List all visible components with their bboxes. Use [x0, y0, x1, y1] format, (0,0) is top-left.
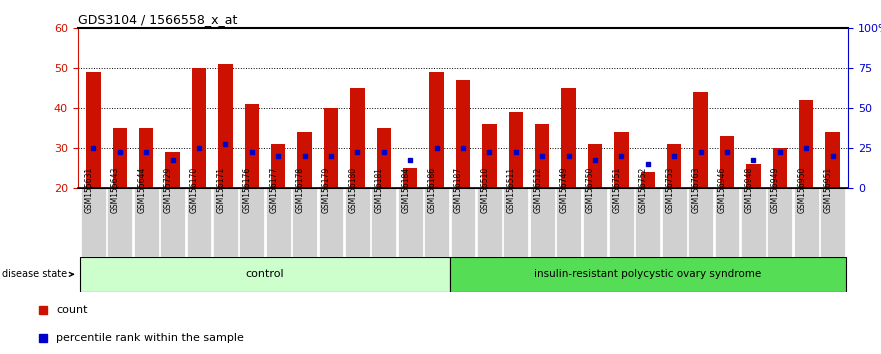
Bar	[139, 128, 153, 188]
Bar	[477, 188, 502, 257]
Bar	[825, 132, 840, 188]
Bar	[134, 188, 159, 257]
Bar	[319, 188, 344, 257]
Bar	[820, 188, 845, 257]
Text: GSM156177: GSM156177	[270, 167, 278, 213]
Bar	[746, 164, 760, 188]
Text: GSM156750: GSM156750	[586, 166, 595, 213]
Bar	[482, 124, 497, 188]
Bar	[794, 188, 818, 257]
Text: GSM155631: GSM155631	[85, 167, 93, 213]
Bar	[741, 188, 766, 257]
Bar	[376, 128, 391, 188]
Bar	[372, 188, 396, 257]
Text: GDS3104 / 1566558_x_at: GDS3104 / 1566558_x_at	[78, 13, 237, 26]
Text: GSM156749: GSM156749	[559, 166, 568, 213]
Text: GSM156949: GSM156949	[771, 166, 780, 213]
Bar	[614, 132, 629, 188]
Bar	[609, 188, 633, 257]
Bar	[455, 80, 470, 188]
Text: GSM155643: GSM155643	[111, 166, 120, 213]
Text: control: control	[246, 269, 285, 279]
Bar	[218, 64, 233, 188]
Bar	[508, 112, 523, 188]
Text: GSM156176: GSM156176	[243, 167, 252, 213]
Bar	[767, 188, 792, 257]
Text: GSM156181: GSM156181	[374, 167, 384, 213]
Bar	[714, 188, 739, 257]
Bar	[240, 188, 264, 257]
Text: disease state: disease state	[2, 269, 73, 279]
Bar	[213, 188, 238, 257]
Text: insulin-resistant polycystic ovary syndrome: insulin-resistant polycystic ovary syndr…	[534, 269, 761, 279]
Bar	[640, 172, 655, 188]
Text: GSM156753: GSM156753	[665, 166, 674, 213]
Text: count: count	[56, 305, 88, 315]
Bar	[166, 152, 180, 188]
Bar	[270, 144, 285, 188]
Bar	[403, 168, 418, 188]
Text: GSM156187: GSM156187	[454, 167, 463, 213]
Bar	[350, 88, 365, 188]
Bar	[245, 104, 259, 188]
Bar	[113, 128, 127, 188]
Bar	[192, 68, 206, 188]
Text: GSM155644: GSM155644	[137, 166, 146, 213]
Bar	[450, 257, 846, 292]
Bar	[799, 100, 813, 188]
Text: GSM156946: GSM156946	[718, 166, 727, 213]
Bar	[107, 188, 132, 257]
Bar	[582, 188, 607, 257]
Bar	[266, 188, 291, 257]
Bar	[529, 188, 554, 257]
Bar	[720, 136, 734, 188]
Bar	[667, 144, 681, 188]
Bar	[297, 132, 312, 188]
Bar	[345, 188, 370, 257]
Bar	[429, 72, 444, 188]
Text: GSM155729: GSM155729	[164, 167, 173, 213]
Bar	[588, 144, 603, 188]
Text: GSM156178: GSM156178	[295, 167, 305, 213]
Text: GSM156948: GSM156948	[744, 167, 753, 213]
Text: GSM156170: GSM156170	[190, 167, 199, 213]
Bar	[397, 188, 423, 257]
Bar	[773, 148, 787, 188]
Text: GSM156184: GSM156184	[401, 167, 411, 213]
Text: GSM156186: GSM156186	[427, 167, 437, 213]
Bar	[160, 188, 185, 257]
Bar	[81, 188, 106, 257]
Bar	[535, 124, 550, 188]
Text: GSM156763: GSM156763	[692, 166, 700, 213]
Text: GSM156180: GSM156180	[348, 167, 358, 213]
Bar	[86, 72, 100, 188]
Text: GSM156951: GSM156951	[824, 167, 833, 213]
Text: GSM156950: GSM156950	[797, 166, 806, 213]
Bar	[323, 108, 338, 188]
Text: GSM156511: GSM156511	[507, 167, 515, 213]
Bar	[187, 188, 211, 257]
Bar	[688, 188, 713, 257]
Bar	[693, 92, 707, 188]
Text: GSM156510: GSM156510	[480, 167, 489, 213]
Text: GSM156752: GSM156752	[639, 167, 648, 213]
Bar	[635, 188, 660, 257]
Text: GSM156179: GSM156179	[322, 167, 331, 213]
Bar	[450, 188, 476, 257]
Bar	[292, 188, 317, 257]
Bar	[424, 188, 449, 257]
Bar	[662, 188, 686, 257]
Bar	[503, 188, 529, 257]
Bar	[556, 188, 581, 257]
Bar	[561, 88, 576, 188]
Text: percentile rank within the sample: percentile rank within the sample	[56, 333, 244, 343]
Text: GSM156512: GSM156512	[533, 167, 542, 213]
Bar	[80, 257, 450, 292]
Text: GSM156751: GSM156751	[612, 167, 621, 213]
Text: GSM156171: GSM156171	[217, 167, 226, 213]
